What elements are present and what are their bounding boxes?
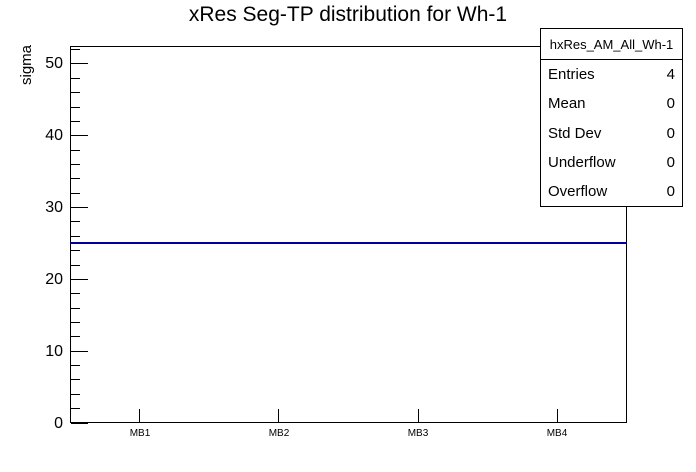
y-tick-label: 30 bbox=[45, 199, 63, 216]
y-major-tick bbox=[71, 351, 88, 352]
y-minor-tick bbox=[71, 394, 80, 395]
stats-label: Overflow bbox=[548, 182, 608, 200]
y-minor-tick bbox=[71, 322, 80, 323]
stats-label: Std Dev bbox=[548, 124, 602, 142]
y-major-tick bbox=[71, 207, 88, 208]
y-minor-tick bbox=[71, 92, 80, 93]
stats-row-stddev: Std Dev 0 bbox=[541, 118, 682, 147]
x-tick-label: MB2 bbox=[268, 428, 290, 439]
x-tick bbox=[557, 409, 558, 422]
x-tick bbox=[278, 409, 279, 422]
y-minor-tick bbox=[71, 365, 80, 366]
x-tick bbox=[139, 409, 140, 422]
stats-row-mean: Mean 0 bbox=[541, 89, 682, 118]
y-major-tick bbox=[71, 135, 88, 136]
y-tick-label: 20 bbox=[45, 271, 63, 288]
y-minor-tick bbox=[71, 236, 80, 237]
y-minor-tick bbox=[71, 107, 80, 108]
y-tick-label: 50 bbox=[45, 55, 63, 72]
stats-value: 0 bbox=[666, 182, 675, 200]
y-minor-tick bbox=[71, 150, 80, 151]
y-minor-tick bbox=[71, 293, 80, 294]
y-minor-tick bbox=[71, 336, 80, 337]
stats-row-entries: Entries 4 bbox=[541, 60, 682, 89]
y-minor-tick bbox=[71, 379, 80, 380]
stats-value: 0 bbox=[666, 124, 675, 142]
y-minor-tick bbox=[71, 164, 80, 165]
y-minor-tick bbox=[71, 308, 80, 309]
x-tick bbox=[418, 409, 419, 422]
y-tick-label: 10 bbox=[45, 343, 63, 360]
stats-label: Entries bbox=[548, 66, 595, 84]
stats-box-title: hxRes_AM_All_Wh-1 bbox=[541, 29, 682, 60]
y-tick-label: 0 bbox=[54, 415, 63, 432]
x-tick-label: MB1 bbox=[129, 428, 151, 439]
stats-box: hxRes_AM_All_Wh-1 Entries 4 Mean 0 Std D… bbox=[540, 28, 683, 207]
y-minor-tick bbox=[71, 250, 80, 251]
y-major-tick bbox=[71, 279, 88, 280]
stats-label: Mean bbox=[548, 95, 586, 113]
stats-row-underflow: Underflow 0 bbox=[541, 148, 682, 177]
stats-value: 0 bbox=[666, 95, 675, 113]
stats-row-overflow: Overflow 0 bbox=[541, 177, 682, 206]
y-major-tick bbox=[71, 63, 88, 64]
x-tick-label: MB4 bbox=[546, 428, 568, 439]
stats-value: 4 bbox=[666, 66, 675, 84]
stats-value: 0 bbox=[666, 153, 675, 171]
y-major-tick bbox=[71, 423, 88, 424]
y-minor-tick bbox=[71, 193, 80, 194]
y-tick-label: 40 bbox=[45, 127, 63, 144]
stats-label: Underflow bbox=[548, 153, 616, 171]
plot-frame bbox=[70, 46, 627, 423]
y-minor-tick bbox=[71, 265, 80, 266]
y-minor-tick bbox=[71, 121, 80, 122]
x-tick-label: MB3 bbox=[407, 428, 429, 439]
y-minor-tick bbox=[71, 78, 80, 79]
y-minor-tick bbox=[71, 221, 80, 222]
y-minor-tick bbox=[71, 49, 80, 50]
y-minor-tick bbox=[71, 178, 80, 179]
plot-title: xRes Seg-TP distribution for Wh-1 bbox=[188, 3, 508, 26]
histogram-line bbox=[70, 242, 627, 244]
y-minor-tick bbox=[71, 408, 80, 409]
